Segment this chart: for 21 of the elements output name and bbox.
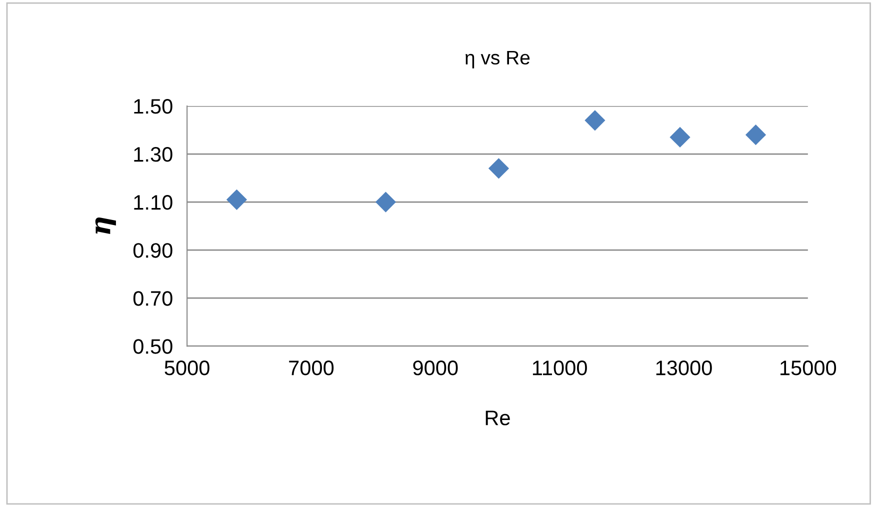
chart-title: η vs Re xyxy=(466,50,530,68)
point xyxy=(584,110,606,131)
x-tick-label: 11000 xyxy=(532,360,587,376)
x-tick-label: 7000 xyxy=(289,360,334,376)
y-axis-title: η xyxy=(95,218,116,234)
x-tick-label: 13000 xyxy=(656,360,712,376)
point xyxy=(226,189,248,210)
point xyxy=(745,124,766,146)
point xyxy=(375,192,396,212)
x-tick-label: 9000 xyxy=(413,360,458,376)
point xyxy=(488,158,510,179)
y-tick-label: 0.50 xyxy=(133,339,172,354)
y-tick-label: 0.90 xyxy=(133,243,172,258)
y-tick-label: 1.30 xyxy=(134,147,172,162)
point xyxy=(670,126,690,148)
x-tick-label: 15000 xyxy=(780,360,836,376)
y-tick-label: 0.70 xyxy=(133,291,172,306)
y-tick-label: 1.10 xyxy=(134,195,172,210)
x-tick-label: 5000 xyxy=(164,360,210,376)
x-axis-title: Re xyxy=(486,410,510,426)
y-tick-label: 1.50 xyxy=(134,99,172,114)
